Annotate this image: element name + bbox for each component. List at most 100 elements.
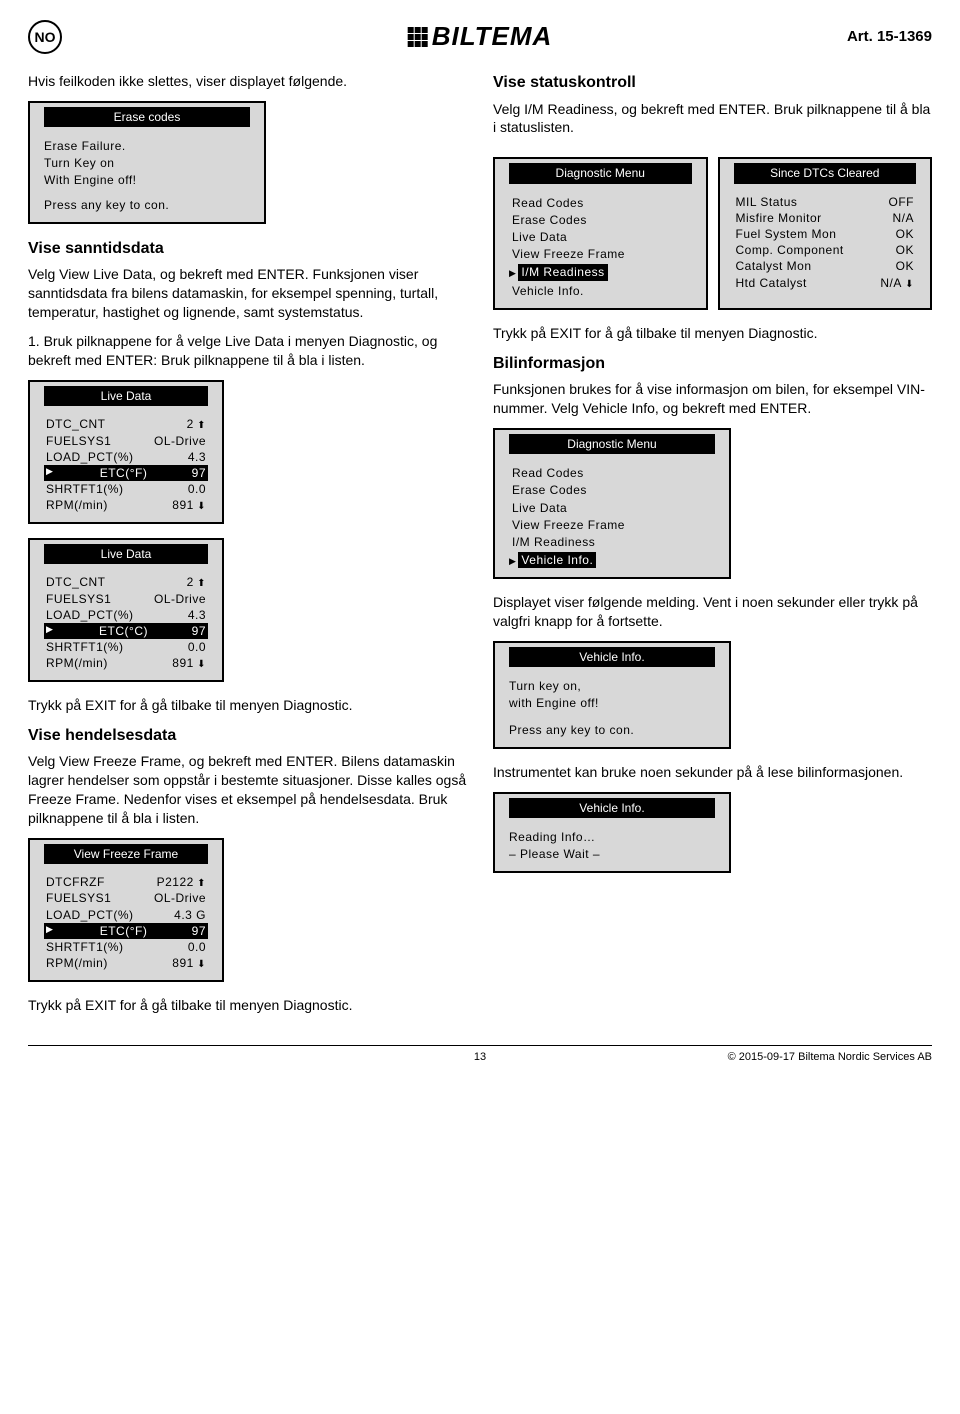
lcd-body: DTC_CNT2 FUELSYS1OL-Drive LOAD_PCT(%)4.3… <box>30 410 222 522</box>
table-row: Comp. Component OK <box>734 242 917 258</box>
section-title-status: Vise statuskontroll <box>493 72 932 94</box>
list-item: Live Data <box>509 229 692 245</box>
table-row: DTC_CNT 2 <box>44 574 208 591</box>
row-label: DTCFRZF <box>46 874 105 891</box>
row-value: 0.0 <box>188 481 206 497</box>
list-item: Erase Codes <box>509 212 692 228</box>
row-value: OK <box>896 258 914 274</box>
lcd-body: Read Codes Erase Codes Live Data View Fr… <box>495 188 706 308</box>
row-label: RPM(/min) <box>46 955 108 972</box>
lcd-title: Diagnostic Menu <box>509 163 692 183</box>
table-row-selected: ETC(°C) 97 <box>44 623 208 639</box>
list-item: Vehicle Info. <box>509 283 692 299</box>
row-value: 2 <box>187 416 206 433</box>
diagnostic-menu-screen: Diagnostic Menu Read Codes Erase Codes L… <box>493 157 708 309</box>
table-row: SHRTFT1(%)0.0 <box>44 939 208 955</box>
list-item: View Freeze Frame <box>509 246 692 262</box>
row-value: OL-Drive <box>154 433 206 449</box>
live-data-screen-2: Live Data DTC_CNT2 FUELSYS1OL-Drive LOAD… <box>28 538 224 682</box>
row-label: SHRTFT1(%) <box>46 939 123 955</box>
section-title-sanntid: Vise sanntidsdata <box>28 238 467 260</box>
row-value: 4.3 <box>188 449 206 465</box>
table-row: RPM(/min)891 <box>44 955 208 972</box>
logo-text: BILTEMA <box>432 19 553 54</box>
row-value: 891 <box>172 655 206 672</box>
lcd-body: Erase Failure. Turn Key on With Engine o… <box>30 131 264 222</box>
freeze-frame-screen: View Freeze Frame DTCFRZFP2122 FUELSYS1O… <box>28 838 224 982</box>
list-item: View Freeze Frame <box>509 517 715 533</box>
lcd-body: DTC_CNT2 FUELSYS1OL-Drive LOAD_PCT(%)4.3… <box>30 568 222 680</box>
content-columns: Hvis feilkoden ikke slettes, viser displ… <box>28 72 932 1025</box>
row-value: 891 <box>172 497 206 514</box>
lcd-title: Diagnostic Menu <box>509 434 715 454</box>
live-data-screen-1: Live Data DTC_CNT2 FUELSYS1OL-Drive LOAD… <box>28 380 224 524</box>
list-item-selected: I/M Readiness <box>509 263 692 281</box>
since-dtc-screen: Since DTCs Cleared MIL StatusOFF Misfire… <box>718 157 933 309</box>
diagnostic-menu-screen-2: Diagnostic Menu Read Codes Erase Codes L… <box>493 428 731 579</box>
table-row: LOAD_PCT(%)4.3 G <box>44 907 208 923</box>
lcd-line: – Please Wait – <box>509 846 715 862</box>
row-value: OL-Drive <box>154 890 206 906</box>
list-item: Erase Codes <box>509 482 715 498</box>
row-label: ETC(°C) <box>99 623 148 639</box>
table-row: FUELSYS1OL-Drive <box>44 591 208 607</box>
lcd-title: Live Data <box>44 544 208 564</box>
lcd-title: Erase codes <box>44 107 250 127</box>
lcd-title: Vehicle Info. <box>509 647 715 667</box>
row-value: 2 <box>187 574 206 591</box>
table-row: Catalyst Mon OK <box>734 258 917 274</box>
row-label: SHRTFT1(%) <box>46 481 123 497</box>
row-label: Misfire Monitor <box>736 210 822 226</box>
table-row-selected: ETC(°F)97 <box>44 923 208 939</box>
table-row: Misfire Monitor N/A <box>734 210 917 226</box>
lcd-title: Vehicle Info. <box>509 798 715 818</box>
row-label: DTC_CNT <box>46 574 106 591</box>
page-header: NO BILTEMA Art. 15-1369 <box>28 20 932 54</box>
row-value: OK <box>896 226 914 242</box>
lcd-line: With Engine off! <box>44 172 250 188</box>
lcd-title: Live Data <box>44 386 208 406</box>
row-label: ETC(°F) <box>100 923 148 939</box>
row-value: OK <box>896 242 914 258</box>
row-value: OFF <box>889 194 915 210</box>
list-item: Read Codes <box>509 195 692 211</box>
list-item-label: I/M Readiness <box>518 264 607 280</box>
row-value: P2122 <box>157 874 206 891</box>
lcd-body: DTCFRZF P2122 FUELSYS1 OL-Drive LOAD_PCT(%… <box>30 868 222 980</box>
row-value: N/A <box>892 210 914 226</box>
status-screens-row: Diagnostic Menu Read Codes Erase Codes L… <box>493 147 932 323</box>
table-row: FUELSYS1 OL-Drive <box>44 890 208 906</box>
brand-logo: BILTEMA <box>408 19 553 54</box>
page-footer: 13 © 2015-09-17 Biltema Nordic Services … <box>28 1045 932 1065</box>
lcd-title: Since DTCs Cleared <box>734 163 917 183</box>
logo-squares-icon <box>408 27 428 47</box>
row-label: RPM(/min) <box>46 655 108 672</box>
table-row: Htd CatalystN/A <box>734 275 917 292</box>
row-label: FUELSYS1 <box>46 890 111 906</box>
row-value: 0.0 <box>188 639 206 655</box>
body-text: Instrumentet kan bruke noen sekunder på … <box>493 763 932 782</box>
row-label: Catalyst Mon <box>736 258 812 274</box>
row-label: Fuel System Mon <box>736 226 837 242</box>
body-text: Funksjonen brukes for å vise informasjon… <box>493 380 932 418</box>
body-text: Trykk på EXIT for å gå tilbake til menye… <box>493 324 932 343</box>
language-badge: NO <box>28 20 62 54</box>
row-value: 97 <box>192 623 206 639</box>
row-value: N/A <box>880 275 914 292</box>
body-text: Velg View Live Data, og bekreft med ENTE… <box>28 265 467 322</box>
row-value: OL-Drive <box>154 591 206 607</box>
list-item: I/M Readiness <box>509 534 715 550</box>
lcd-line: Reading Info… <box>509 829 715 845</box>
article-number: Art. 15-1369 <box>847 27 932 47</box>
lcd-line: Turn key on, <box>509 678 715 694</box>
lcd-line: Turn Key on <box>44 155 250 171</box>
list-item-label: Vehicle Info. <box>518 552 596 568</box>
right-column: Vise statuskontroll Velg I/M Readiness, … <box>493 72 932 1025</box>
row-label: LOAD_PCT(%) <box>46 907 134 923</box>
lcd-line: with Engine off! <box>509 695 715 711</box>
lcd-body: Read Codes Erase Codes Live Data View Fr… <box>495 458 729 577</box>
body-text: Velg View Freeze Frame, og bekreft med E… <box>28 752 467 828</box>
table-row: RPM(/min) 891 <box>44 655 208 672</box>
row-label: Comp. Component <box>736 242 844 258</box>
table-row: SHRTFT1(%)0.0 <box>44 639 208 655</box>
